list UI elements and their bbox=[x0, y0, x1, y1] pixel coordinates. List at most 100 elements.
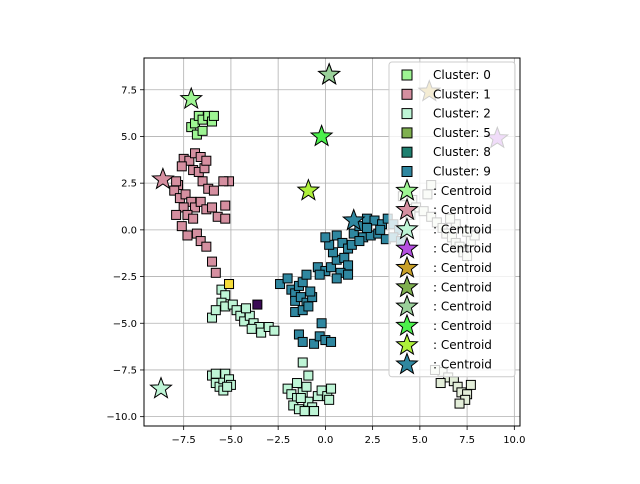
data-point bbox=[207, 202, 218, 213]
legend-label: Cluster: 9 bbox=[433, 165, 491, 179]
x-tick-label: 7.5 bbox=[459, 435, 475, 446]
data-point bbox=[326, 336, 337, 347]
data-point bbox=[331, 273, 342, 284]
legend-label: Cluster: 8 bbox=[433, 145, 491, 159]
legend-label: : Centroid bbox=[433, 203, 492, 217]
legend-label: : Centroid bbox=[433, 358, 492, 372]
x-tick-label: −7.5 bbox=[172, 435, 196, 446]
axes-frame bbox=[143, 57, 521, 427]
data-point bbox=[454, 398, 465, 409]
centroid-star bbox=[151, 166, 175, 190]
data-point bbox=[252, 299, 263, 310]
x-tick-label: 2.5 bbox=[365, 435, 381, 446]
y-tick-label: −2.5 bbox=[113, 272, 137, 283]
centroid-star bbox=[309, 124, 334, 147]
data-point bbox=[316, 318, 327, 329]
data-point bbox=[220, 200, 231, 211]
legend-marker bbox=[395, 274, 419, 298]
legend-label: Cluster: 1 bbox=[433, 87, 491, 101]
data-point bbox=[297, 357, 308, 368]
data-point bbox=[171, 209, 182, 220]
legend-marker bbox=[395, 178, 419, 201]
data-point bbox=[297, 336, 308, 347]
y-tick-label: 0.0 bbox=[121, 225, 137, 236]
legend: Cluster: 0 Cluster: 1 Cluster: 2 Cluster: 5… bbox=[388, 61, 516, 378]
legend-marker bbox=[395, 255, 419, 279]
data-point bbox=[188, 213, 199, 224]
data-point bbox=[171, 176, 182, 187]
y-tick-label: 2.5 bbox=[121, 179, 137, 190]
x-tick-label: 5.0 bbox=[412, 435, 428, 446]
data-point bbox=[190, 202, 201, 213]
data-point bbox=[182, 230, 193, 241]
legend-marker bbox=[401, 127, 413, 139]
legend-label: : Centroid bbox=[433, 242, 492, 256]
data-point bbox=[208, 110, 219, 121]
data-point bbox=[326, 383, 337, 394]
legend-label: : Centroid bbox=[433, 319, 492, 333]
legend-marker bbox=[395, 294, 419, 317]
data-point bbox=[305, 286, 316, 297]
data-point bbox=[176, 161, 187, 172]
data-point bbox=[222, 381, 233, 392]
legend-marker bbox=[401, 166, 413, 177]
legend-label: Cluster: 0 bbox=[433, 68, 491, 82]
centroid-star bbox=[149, 376, 173, 399]
data-point bbox=[295, 292, 306, 303]
legend-marker bbox=[395, 332, 419, 356]
data-point bbox=[197, 176, 208, 187]
y-axis: −10.0 −7.5 −5.0 −2.5 0.0 2.5 5.0 7.5 bbox=[106, 85, 144, 423]
data-point bbox=[241, 303, 252, 314]
data-point bbox=[324, 394, 335, 405]
x-axis: −7.5 −5.0 −2.5 0.0 2.5 5.0 7.5 10.0 bbox=[172, 426, 525, 446]
y-tick-label: −10.0 bbox=[106, 412, 137, 423]
data-point bbox=[301, 269, 312, 280]
data-point bbox=[210, 368, 221, 379]
data-point bbox=[465, 379, 476, 390]
data-point bbox=[331, 230, 342, 241]
data-point bbox=[208, 185, 219, 196]
legend-marker bbox=[401, 88, 413, 100]
x-tick-label: 10.0 bbox=[503, 435, 525, 446]
data-point bbox=[201, 241, 212, 252]
centroid-star bbox=[296, 178, 321, 201]
data-point bbox=[180, 189, 191, 200]
y-tick-label: 7.5 bbox=[121, 85, 137, 96]
data-point bbox=[195, 236, 206, 247]
data-point bbox=[210, 305, 221, 316]
data-point bbox=[309, 406, 320, 417]
legend-marker bbox=[395, 313, 419, 336]
data-point bbox=[309, 338, 320, 349]
legend-label: Cluster: 2 bbox=[433, 107, 491, 121]
legend-label: : Centroid bbox=[433, 280, 492, 294]
x-tick-label: −5.0 bbox=[219, 435, 243, 446]
data-point bbox=[195, 196, 206, 207]
data-point bbox=[210, 267, 221, 278]
y-tick-label: −5.0 bbox=[113, 319, 137, 330]
data-point bbox=[201, 155, 212, 166]
legend-label: : Centroid bbox=[433, 300, 492, 314]
legend-label: : Centroid bbox=[433, 222, 492, 236]
data-point bbox=[375, 224, 386, 235]
data-point bbox=[435, 378, 446, 389]
centroid-star bbox=[317, 62, 341, 85]
legend-label: : Centroid bbox=[433, 261, 492, 275]
data-point bbox=[320, 232, 331, 243]
data-point bbox=[246, 323, 257, 334]
legend-label: : Centroid bbox=[433, 184, 492, 198]
data-point bbox=[197, 125, 208, 136]
y-tick-label: 5.0 bbox=[121, 132, 137, 143]
legend-marker bbox=[395, 236, 419, 259]
data-point bbox=[361, 222, 372, 233]
legend-marker bbox=[401, 146, 413, 158]
data-point bbox=[326, 262, 337, 273]
data-point bbox=[269, 325, 280, 336]
x-tick-label: 0.0 bbox=[317, 435, 333, 446]
data-point bbox=[343, 269, 354, 280]
data-point bbox=[218, 176, 229, 187]
data-point bbox=[295, 392, 306, 403]
legend-marker bbox=[401, 69, 413, 81]
data-point bbox=[301, 381, 312, 392]
